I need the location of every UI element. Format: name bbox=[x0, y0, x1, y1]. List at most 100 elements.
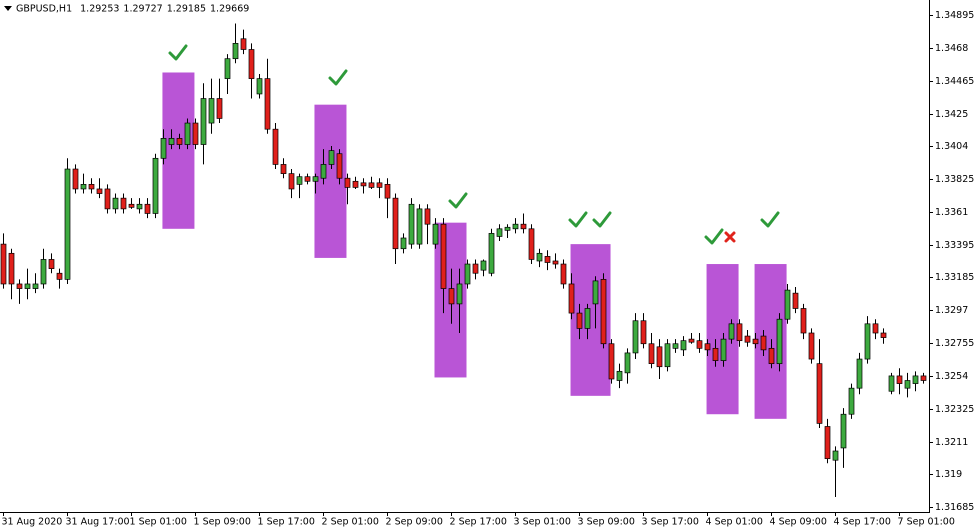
candle-body bbox=[16, 283, 23, 289]
check-mark bbox=[168, 44, 188, 61]
x-tick-label: 3 Sep 01:00 bbox=[514, 517, 571, 528]
candle-body bbox=[192, 122, 199, 145]
candle-body bbox=[472, 263, 479, 274]
candle-body bbox=[744, 335, 751, 343]
candle-body bbox=[576, 312, 583, 329]
candle-body bbox=[848, 387, 855, 415]
quote-value: 1.29253 bbox=[80, 4, 119, 15]
y-tick-label: 1.3468 bbox=[935, 43, 968, 54]
candle-body bbox=[0, 243, 7, 285]
candle-body bbox=[120, 197, 127, 210]
candle-body bbox=[504, 226, 511, 231]
candle-body bbox=[552, 260, 559, 265]
candle-body bbox=[544, 256, 551, 263]
candle-body bbox=[736, 323, 743, 342]
x-tick-label: 4 Sep 01:00 bbox=[706, 517, 763, 528]
candle-body bbox=[712, 347, 719, 361]
candle-body bbox=[896, 375, 903, 384]
candle-body bbox=[96, 188, 103, 194]
candle-body bbox=[632, 320, 639, 354]
candle-body bbox=[232, 43, 239, 60]
candle-body bbox=[184, 122, 191, 145]
candle-body bbox=[368, 182, 375, 188]
y-tick-label: 1.33185 bbox=[935, 272, 974, 283]
candle-body bbox=[32, 283, 39, 289]
y-tick-label: 1.33395 bbox=[935, 240, 974, 251]
y-tick-label: 1.3297 bbox=[935, 305, 968, 316]
candle-body bbox=[520, 223, 527, 230]
candle-body bbox=[88, 184, 95, 190]
candle-body bbox=[392, 197, 399, 250]
candle-body bbox=[680, 340, 687, 351]
x-tick-label: 3 Sep 17:00 bbox=[642, 517, 699, 528]
candle-body bbox=[488, 233, 495, 274]
check-mark bbox=[704, 228, 724, 245]
candle-body bbox=[248, 49, 255, 79]
y-tick-label: 1.34895 bbox=[935, 10, 974, 21]
check-mark bbox=[592, 211, 612, 228]
cross-mark bbox=[724, 231, 736, 243]
candle-body bbox=[264, 78, 271, 130]
candle-body bbox=[336, 153, 343, 179]
candle-body bbox=[792, 292, 799, 309]
candle-body bbox=[416, 208, 423, 245]
y-tick-label: 1.319 bbox=[935, 469, 962, 480]
candle-body bbox=[464, 263, 471, 285]
candle-body bbox=[256, 78, 263, 95]
quote-value: 1.29727 bbox=[123, 4, 162, 15]
y-tick-label: 1.3211 bbox=[935, 437, 968, 448]
x-tick-label: 4 Sep 17:00 bbox=[834, 517, 891, 528]
candle-body bbox=[424, 208, 431, 225]
x-tick-label: 31 Aug 17:00 bbox=[66, 517, 130, 528]
candle-body bbox=[24, 283, 31, 289]
candle-body bbox=[56, 272, 63, 280]
quote-value: 1.29185 bbox=[167, 4, 206, 15]
candle-body bbox=[104, 188, 111, 210]
candle-body bbox=[48, 259, 55, 269]
candle-body bbox=[288, 173, 295, 190]
candle-body bbox=[240, 38, 247, 50]
candle-body bbox=[608, 343, 615, 380]
candle-body bbox=[656, 346, 663, 368]
y-tick-label: 1.31685 bbox=[935, 502, 974, 513]
candle-body bbox=[832, 450, 839, 461]
highlight-zone bbox=[162, 72, 195, 229]
check-mark bbox=[568, 211, 588, 228]
candle-body bbox=[816, 363, 823, 424]
candle-body bbox=[640, 320, 647, 345]
candle-body bbox=[272, 128, 279, 165]
candle-body bbox=[448, 288, 455, 305]
header: GBPUSD,H1 1.29253 1.29727 1.29185 1.29669 bbox=[4, 4, 249, 15]
candle-body bbox=[664, 343, 671, 368]
candle-body bbox=[704, 343, 711, 351]
candle-body bbox=[720, 338, 727, 361]
candle-body bbox=[408, 203, 415, 245]
x-tick-label: 31 Aug 2020 bbox=[2, 517, 63, 528]
y-tick-label: 1.3404 bbox=[935, 141, 968, 152]
candle-body bbox=[376, 182, 383, 188]
candle-body bbox=[304, 176, 311, 182]
candle-body bbox=[296, 176, 303, 185]
candle-body bbox=[776, 318, 783, 365]
candle-body bbox=[200, 98, 207, 145]
candle-body bbox=[400, 237, 407, 250]
candle-body bbox=[320, 164, 327, 179]
x-tick-label: 3 Sep 09:00 bbox=[578, 517, 635, 528]
candle-body bbox=[584, 308, 591, 329]
candle-body bbox=[176, 138, 183, 145]
candle-body bbox=[760, 335, 767, 351]
candle-body bbox=[360, 182, 367, 187]
candle-body bbox=[496, 228, 503, 237]
candle-body bbox=[136, 203, 143, 210]
candle-body bbox=[216, 98, 223, 119]
candle-body bbox=[536, 252, 543, 262]
candle-body bbox=[696, 340, 703, 349]
candle-body bbox=[800, 308, 807, 334]
candle-body bbox=[864, 323, 871, 360]
candle-body bbox=[344, 177, 351, 188]
candle-body bbox=[824, 426, 831, 460]
candle-body bbox=[80, 184, 87, 190]
candle-body bbox=[672, 343, 679, 349]
